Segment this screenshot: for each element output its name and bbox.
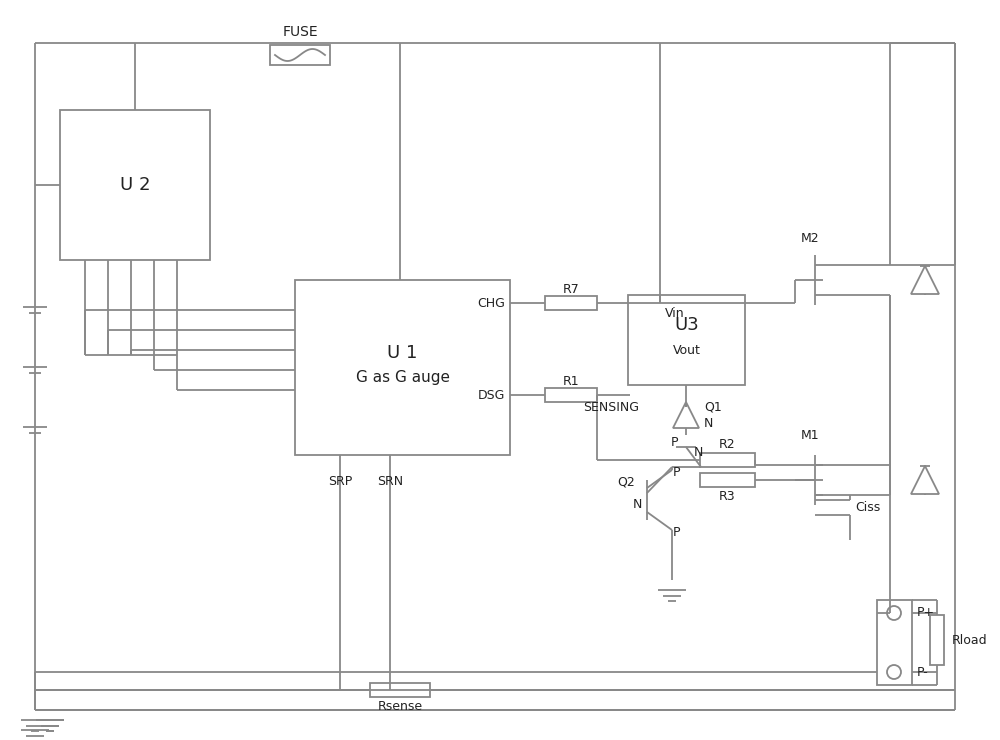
Text: P: P: [670, 436, 678, 448]
Text: M2: M2: [801, 232, 819, 244]
Bar: [545, 388, 597, 402]
Bar: [700, 453, 755, 467]
Text: SRN: SRN: [377, 474, 403, 488]
Text: N: N: [694, 445, 703, 459]
Text: Q2: Q2: [617, 476, 635, 488]
Text: Vin: Vin: [665, 306, 685, 320]
Bar: [370, 683, 430, 697]
Text: DSG: DSG: [478, 388, 505, 402]
Text: Rsense: Rsense: [377, 699, 423, 713]
Text: FUSE: FUSE: [282, 25, 318, 39]
Bar: [295, 280, 510, 455]
Text: SRP: SRP: [328, 474, 352, 488]
Text: U3: U3: [674, 316, 699, 334]
Text: U 2: U 2: [120, 176, 150, 194]
Text: G as G auge: G as G auge: [356, 370, 450, 385]
Bar: [270, 45, 330, 65]
Text: R3: R3: [719, 491, 736, 503]
Text: SENSING: SENSING: [583, 400, 639, 414]
Text: Rload: Rload: [952, 633, 988, 647]
Text: P: P: [673, 525, 681, 539]
Text: CHG: CHG: [477, 297, 505, 309]
Text: Q1: Q1: [704, 400, 722, 414]
Text: R7: R7: [563, 283, 579, 295]
Text: U 1: U 1: [387, 343, 418, 362]
Text: N: N: [704, 417, 713, 429]
Bar: [930, 615, 944, 665]
Text: P-: P-: [917, 665, 929, 679]
Text: M1: M1: [801, 428, 819, 442]
Text: P+: P+: [917, 607, 935, 619]
Text: P: P: [673, 465, 681, 479]
Text: Ciss: Ciss: [855, 501, 880, 514]
Text: Vout: Vout: [673, 343, 700, 357]
Text: R1: R1: [563, 374, 579, 388]
Bar: [628, 295, 745, 385]
Bar: [545, 296, 597, 310]
Text: N: N: [633, 499, 642, 511]
Bar: [877, 600, 912, 685]
Bar: [700, 473, 755, 487]
Text: R2: R2: [719, 437, 736, 451]
Bar: [60, 110, 210, 260]
